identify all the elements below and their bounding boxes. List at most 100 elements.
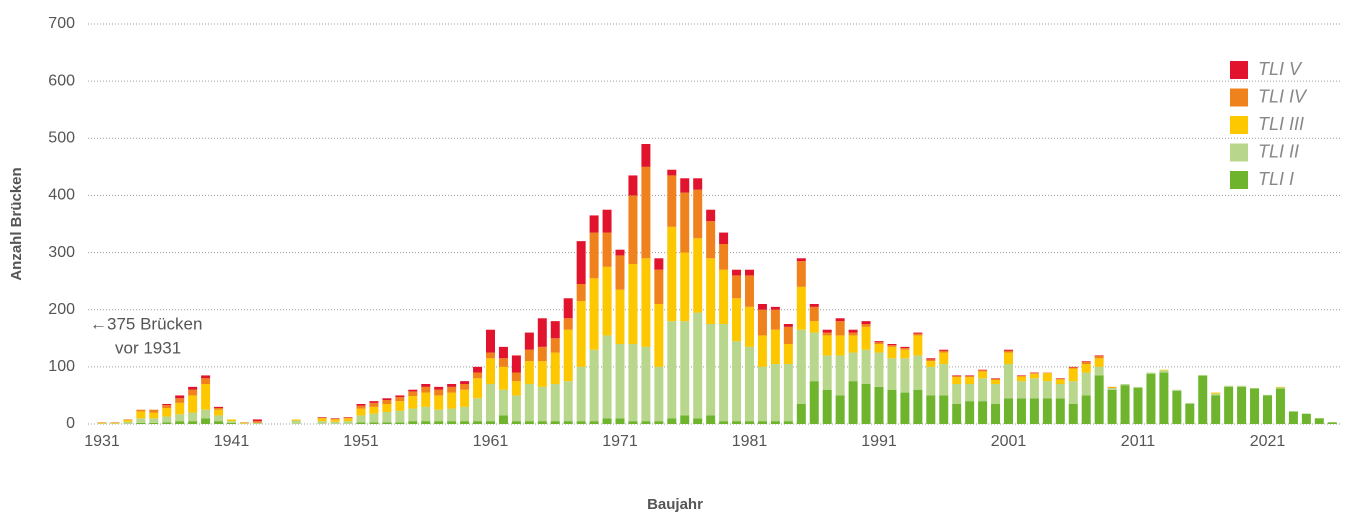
y-tick-label: 500 [48,130,75,147]
x-tick-label: 1981 [732,433,768,450]
bar-segment [926,395,936,424]
bar-segment [1250,388,1260,389]
bar-segment [1016,375,1026,376]
bar-segment [1094,355,1104,356]
bar-segment [343,421,353,424]
bar-segment [965,384,975,402]
bar-segment [1159,369,1169,371]
bar-segment [796,404,806,424]
bar-segment [1042,372,1052,374]
bar-segment [1004,349,1013,351]
bar-segment [861,324,871,327]
bar-segment [1042,381,1052,399]
bar-segment [589,349,599,422]
bar-segment [524,332,534,350]
bar-segment [1068,368,1078,382]
bar-segment [706,221,716,259]
bar-segment [641,258,651,347]
bar-segment [693,312,703,419]
bar-segment [356,405,366,409]
bar-segment [1224,385,1234,387]
bar-segment [965,376,975,378]
bar-segment [576,301,586,367]
bar-segment [783,344,793,364]
bar-segment [628,264,638,344]
bar-segment [654,304,664,367]
bar-segment [524,384,534,422]
bar-segment [1081,361,1091,362]
bar-segment [835,321,845,336]
bar-segment [356,404,366,406]
bar-segment [667,321,677,419]
legend-label: TLI V [1258,59,1303,79]
bar-segment [1275,388,1285,424]
bar-segment [524,361,534,384]
bar-segment [978,369,988,371]
bar-segment [408,421,418,424]
bar-segment [550,352,560,384]
bar-segment [291,420,301,424]
bar-segment [149,422,159,424]
bar-segment [1055,378,1065,380]
bar-segment [343,417,353,419]
bar-segment [447,386,457,393]
bar-segment [382,400,392,404]
legend-label: TLI IV [1258,86,1308,106]
bar-segment [1159,370,1169,373]
bar-segment [356,408,366,416]
bar-segment [1055,378,1065,379]
bar-segment [796,329,806,404]
bar-segment [1224,386,1234,424]
bar-segment [667,169,677,176]
bar-segment [887,345,897,347]
bar-segment [576,421,586,424]
bar-segment [175,395,185,399]
bar-segment [589,232,599,279]
bar-segment [602,335,612,419]
bar-segment [952,375,962,376]
annotation: vor 1931 [115,338,181,357]
bar-segment [511,421,521,424]
bar-segment [822,335,832,356]
bar-segment [97,423,107,424]
bar-segment [602,418,612,424]
bar-segment [719,421,729,424]
bar-segment [861,321,871,324]
bar-segment [408,408,418,422]
legend-label: TLI II [1258,141,1299,161]
bar-segment [434,386,444,390]
bar-segment [783,326,793,344]
bar-segment [382,404,392,412]
bar-segment [576,284,586,302]
x-tick-label: 1971 [602,433,638,450]
bar-segment [434,421,444,424]
bar-segment [188,421,198,424]
bar-segment [486,421,495,424]
bar-segment [162,422,172,424]
bar-segment [1288,411,1298,424]
bar-segment [835,318,845,322]
y-tick-label: 200 [48,301,75,318]
bar-segment [680,252,690,322]
bar-segment [745,275,754,307]
bar-segment [175,398,185,403]
bar-segment [201,418,211,424]
bar-segment [628,175,638,196]
bar-segment [473,421,483,424]
bar-segment [641,166,651,259]
x-tick-label: 1991 [861,433,897,450]
x-tick-label: 1961 [473,433,509,450]
bar-segment [395,397,405,402]
bar-segment [913,333,923,336]
bar-segment [149,418,159,423]
bar-segment [887,344,897,346]
bar-segment [926,366,936,396]
bar-segment [511,395,521,422]
bar-segment [693,418,703,424]
bar-segment [770,364,780,422]
bar-segment [745,306,754,347]
bar-segment [486,352,495,359]
bar-segment [252,422,262,424]
bar-segment [641,346,651,422]
bar-segment [809,304,819,307]
